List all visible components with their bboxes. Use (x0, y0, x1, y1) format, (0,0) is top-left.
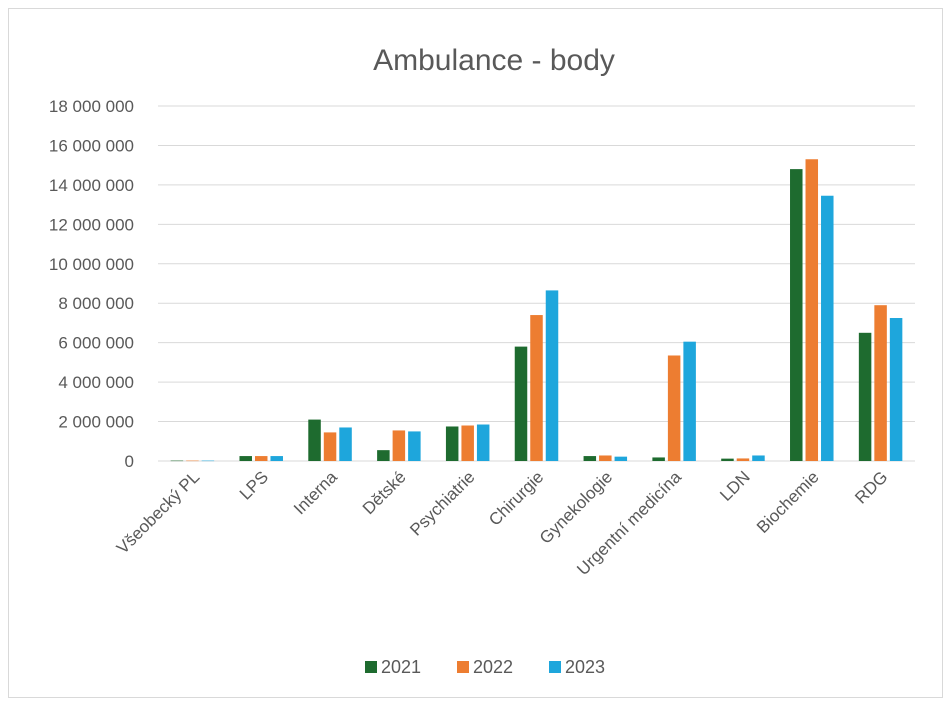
bar-2021 (652, 457, 665, 461)
y-tick-label: 12 000 000 (49, 215, 134, 234)
bar-2022 (667, 355, 681, 461)
bar-2021 (790, 169, 803, 461)
bar-2023 (683, 341, 696, 461)
x-category-label: Interna (290, 467, 341, 518)
y-tick-label: 2 000 000 (58, 413, 134, 432)
bar-2022 (392, 430, 406, 461)
bar-2023 (752, 455, 765, 461)
x-category-label: Chirurgie (485, 467, 547, 529)
bar-2023 (821, 195, 834, 461)
y-tick-label: 0 (125, 452, 134, 471)
bar-2021 (239, 456, 252, 461)
bar-2021 (514, 346, 528, 461)
x-category-label: Biochemie (753, 467, 823, 537)
bar-2021 (377, 450, 390, 461)
legend: 2021 2022 2023 (365, 657, 605, 677)
bars (170, 159, 903, 462)
bar-2022 (461, 425, 474, 461)
legend-label: 2021 (381, 657, 421, 677)
legend-swatch-2021 (365, 661, 377, 673)
bar-2022 (186, 460, 199, 462)
x-category-label: RDG (851, 467, 891, 507)
gridlines (158, 105, 915, 462)
bar-2022 (254, 456, 268, 461)
bar-2023 (889, 318, 903, 461)
y-tick-label: 4 000 000 (58, 373, 134, 392)
y-axis-tick-labels: 0 2 000 000 4 000 000 6 000 000 8 000 000 10 … (49, 97, 134, 471)
y-tick-label: 14 000 000 (49, 176, 134, 195)
chart-frame (8, 8, 943, 698)
y-tick-label: 10 000 000 (49, 255, 134, 274)
bar-2021 (858, 332, 872, 461)
chart-title: Ambulance - body (373, 44, 615, 77)
bar-2022 (874, 305, 887, 461)
bar-2021 (445, 426, 459, 461)
y-tick-label: 6 000 000 (58, 334, 134, 353)
bar-2023 (408, 431, 421, 461)
legend-label: 2022 (473, 657, 513, 677)
bar-2022 (530, 315, 543, 461)
bar-2021 (583, 456, 597, 461)
bar-2021 (721, 458, 734, 461)
y-tick-label: 18 000 000 (49, 97, 134, 116)
x-category-label: Všeobecký PL (113, 467, 203, 557)
bar-2021 (308, 419, 321, 461)
legend-swatch-2022 (457, 661, 469, 673)
bar-2023 (545, 290, 559, 461)
legend-label: 2023 (565, 657, 605, 677)
y-tick-label: 16 000 000 (49, 136, 134, 155)
bar-2022 (805, 159, 819, 461)
bar-2022 (323, 432, 337, 461)
bar-2021 (170, 460, 184, 462)
bar-2022 (599, 455, 612, 461)
bar-2023 (270, 456, 283, 461)
bar-2023 (614, 456, 628, 461)
bar-2023 (476, 424, 490, 461)
legend-swatch-2023 (549, 661, 561, 673)
bar-2023 (201, 460, 215, 462)
y-tick-label: 8 000 000 (58, 294, 134, 313)
x-category-label: LDN (716, 467, 753, 504)
bar-2022 (736, 458, 750, 461)
bar-2023 (339, 427, 352, 461)
x-category-label: Dětské (359, 467, 410, 518)
x-category-label: Psychiatrie (406, 467, 478, 539)
x-category-label: LPS (236, 467, 272, 503)
